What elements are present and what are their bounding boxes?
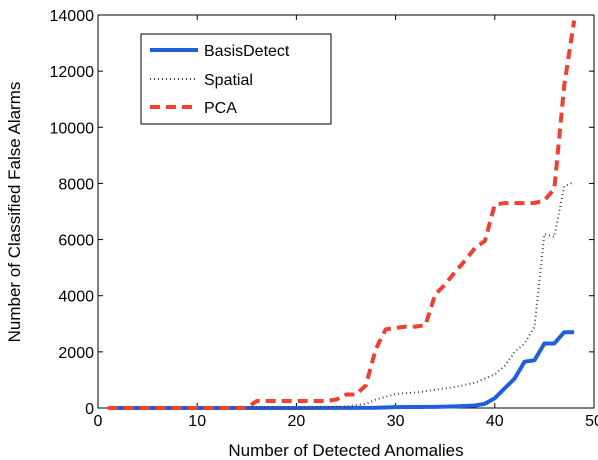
axis-ticks: 0 10 20 30 40 50 0 2000 4000 6000 8000 10000 12000 14… <box>50 8 598 430</box>
y-tick-label: 12000 <box>50 64 95 81</box>
series-line-basisdetect <box>107 330 575 410</box>
x-tick-label: 20 <box>288 413 306 430</box>
y-tick-label: 10000 <box>50 120 95 137</box>
x-tick-label: 50 <box>585 413 598 430</box>
legend: BasisDetect Spatial PCA <box>140 33 332 125</box>
y-tick-label: 14000 <box>50 8 95 25</box>
y-tick-label: 2000 <box>58 345 94 362</box>
legend-label-basisdetect: BasisDetect <box>204 43 290 60</box>
y-tick-label: 4000 <box>58 289 94 306</box>
series-layer <box>107 20 577 410</box>
legend-label-pca: PCA <box>204 100 237 117</box>
x-tick-label: 0 <box>94 413 103 430</box>
y-axis-label: Number of Classified False Alarms <box>5 82 24 343</box>
y-tick-label: 0 <box>85 401 94 418</box>
x-axis-label: Number of Detected Anomalies <box>228 441 463 460</box>
x-tick-label: 10 <box>188 413 206 430</box>
y-tick-label: 8000 <box>58 176 94 193</box>
legend-label-spatial: Spatial <box>204 72 253 89</box>
x-tick-label: 40 <box>486 413 504 430</box>
x-tick-label: 30 <box>387 413 405 430</box>
y-tick-label: 6000 <box>58 233 94 250</box>
